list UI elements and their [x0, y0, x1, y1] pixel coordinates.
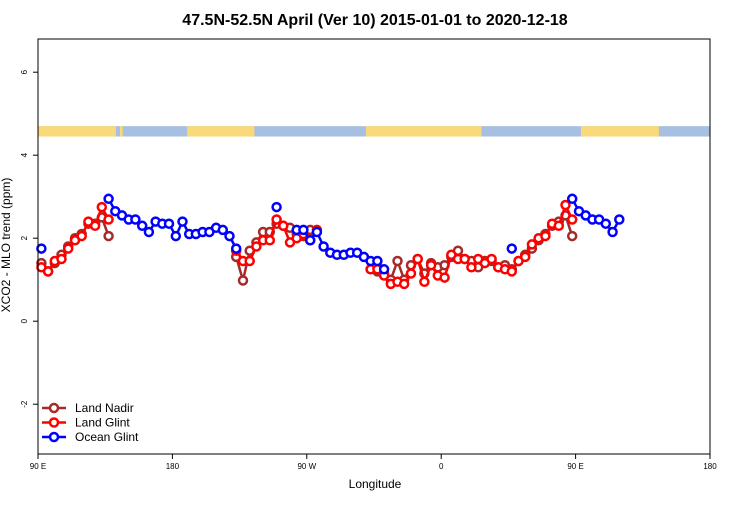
- data-point-ocean-glint: [600, 218, 612, 229]
- legend-swatch-marker: [48, 402, 60, 414]
- x-axis: 90 E 180 90 W 0 90 E 180: [30, 454, 717, 471]
- y-tick-label: -2: [20, 400, 29, 408]
- y-axis: -2 0 2 4 6: [20, 69, 38, 408]
- data-point-land-glint: [466, 262, 477, 273]
- series-ocean-glint: [36, 193, 625, 275]
- data-point-land-glint: [425, 259, 437, 271]
- data-point-ocean-glint: [614, 214, 625, 225]
- data-point-ocean-glint: [230, 243, 242, 254]
- y-tick-label: 2: [20, 235, 29, 240]
- data-point-land-glint: [540, 230, 551, 242]
- data-point-ocean-glint: [506, 243, 518, 254]
- land-band-segment: [365, 126, 482, 137]
- x-tick-label: 90 E: [30, 462, 46, 471]
- x-tick-label: 90 W: [297, 462, 316, 471]
- data-point-land-nadir: [237, 275, 249, 286]
- data-point-ocean-glint: [607, 226, 618, 238]
- data-point-ocean-glint: [566, 193, 578, 205]
- data-point-ocean-glint: [170, 230, 182, 242]
- x-axis-label: Longitude: [349, 477, 402, 491]
- data-point-land-glint: [459, 253, 470, 265]
- data-point-ocean-glint: [318, 241, 329, 252]
- data-point-ocean-glint: [304, 235, 316, 246]
- series-layer: [36, 193, 625, 290]
- data-point-land-glint: [526, 239, 538, 250]
- legend-item-ocean-glint: Ocean Glint: [42, 430, 139, 444]
- data-point-land-glint: [89, 220, 101, 232]
- data-point-land-glint: [398, 278, 410, 290]
- data-point-land-glint: [42, 266, 54, 277]
- legend-item-land-nadir: Land Nadir: [42, 401, 134, 415]
- data-point-land-glint: [412, 253, 423, 265]
- data-point-land-glint: [76, 230, 87, 242]
- data-point-land-glint: [271, 214, 282, 225]
- data-point-ocean-glint: [311, 226, 323, 238]
- data-point-ocean-glint: [378, 264, 390, 275]
- y-tick-label: 6: [20, 69, 29, 74]
- data-point-land-glint: [560, 199, 571, 211]
- data-point-land-glint: [519, 251, 531, 263]
- y-tick-label: 0: [20, 318, 29, 323]
- data-point-land-glint: [439, 272, 450, 283]
- surface-band: [38, 126, 710, 137]
- legend-swatch-marker: [48, 431, 60, 443]
- data-point-land-glint: [553, 220, 565, 232]
- legend-swatch-marker: [48, 417, 60, 428]
- data-point-land-glint: [486, 253, 497, 265]
- data-point-land-glint: [506, 266, 518, 277]
- land-band-segment: [119, 126, 122, 137]
- series-land-nadir: [36, 210, 578, 286]
- data-point-ocean-glint: [298, 224, 309, 236]
- land-band-segment: [121, 126, 123, 137]
- y-axis-label: XCO2 - MLO trend (ppm): [0, 178, 13, 313]
- data-point-ocean-glint: [224, 230, 235, 242]
- data-point-land-nadir: [566, 230, 578, 242]
- legend-label: Land Nadir: [75, 401, 134, 415]
- land-band-segment: [38, 126, 116, 137]
- data-point-land-glint: [566, 214, 578, 225]
- data-point-land-glint: [103, 214, 114, 225]
- data-point-ocean-glint: [136, 220, 148, 232]
- x-tick-label: 180: [166, 462, 180, 471]
- legend-label: Ocean Glint: [75, 430, 139, 444]
- legend-item-land-glint: Land Glint: [42, 416, 130, 430]
- data-point-ocean-glint: [271, 201, 282, 213]
- land-band-segment: [187, 126, 255, 137]
- y-tick-label: 4: [20, 152, 29, 157]
- land-band-segment: [580, 126, 659, 137]
- data-point-land-glint: [62, 243, 74, 254]
- data-point-ocean-glint: [36, 243, 47, 254]
- chart-title: 47.5N-52.5N April (Ver 10) 2015-01-01 to…: [182, 12, 568, 29]
- data-point-land-glint: [278, 220, 289, 232]
- data-point-land-glint: [264, 235, 276, 246]
- data-point-land-glint: [405, 268, 417, 279]
- data-point-ocean-glint: [217, 224, 229, 236]
- data-point-ocean-glint: [163, 218, 175, 229]
- x-tick-label: 0: [439, 462, 444, 471]
- x-tick-label: 180: [703, 462, 717, 471]
- data-point-land-glint: [244, 255, 255, 267]
- data-point-land-glint: [96, 201, 108, 213]
- legend-label: Land Glint: [75, 416, 130, 430]
- data-point-ocean-glint: [177, 216, 188, 227]
- plot-frame: [37, 38, 711, 455]
- data-point-ocean-glint: [103, 193, 114, 205]
- data-point-ocean-glint: [143, 226, 155, 238]
- data-point-ocean-glint: [130, 214, 141, 225]
- data-point-land-nadir: [103, 230, 114, 242]
- data-point-land-glint: [419, 276, 430, 288]
- data-point-ocean-glint: [372, 255, 383, 267]
- data-point-land-nadir: [392, 255, 403, 267]
- data-point-land-glint: [251, 241, 262, 252]
- data-point-land-glint: [56, 253, 67, 265]
- x-tick-label: 90 E: [567, 462, 583, 471]
